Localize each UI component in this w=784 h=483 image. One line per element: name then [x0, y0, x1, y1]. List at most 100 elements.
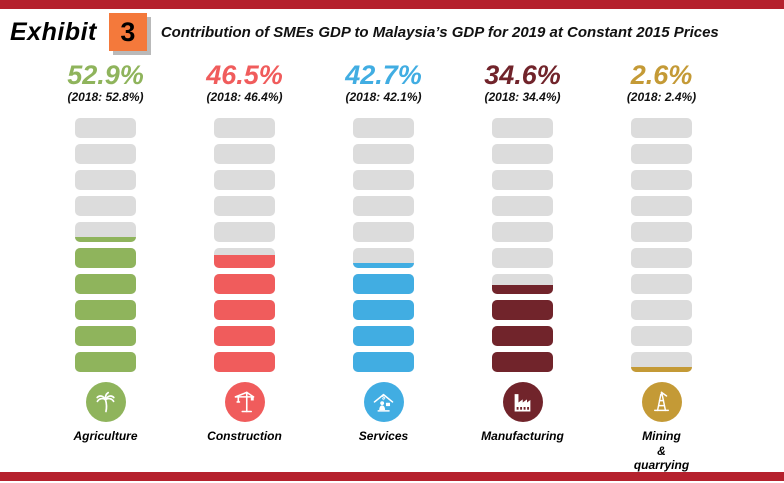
bar-segment-fill: [353, 262, 414, 269]
category-label: Mining & quarrying: [633, 429, 690, 473]
bar-segment-fill: [492, 300, 553, 321]
bar-segment: [353, 144, 414, 165]
bar-segment: [492, 326, 553, 347]
exhibit-number-badge: 3: [108, 13, 147, 51]
value-2018-note: (2018: 46.4%): [206, 90, 283, 105]
bar-segment: [214, 300, 275, 321]
bar-segment-fill: [492, 326, 553, 347]
battery-bar: [214, 118, 275, 373]
category-column-construction: 46.5% (2018: 46.4%) Construction: [175, 61, 314, 473]
chart-title: Contribution of SMEs GDP to Malaysia’s G…: [160, 23, 719, 41]
bar-segment: [214, 222, 275, 243]
battery-bar: [353, 118, 414, 373]
bar-segment: [75, 300, 136, 321]
bar-segment: [353, 170, 414, 191]
bar-segment: [631, 300, 692, 321]
bar-segment-fill: [75, 248, 136, 269]
bar-segment: [631, 170, 692, 191]
bar-segment-fill: [492, 352, 553, 373]
bar-segment: [75, 118, 136, 139]
bar-segment: [75, 274, 136, 295]
bar-segment-fill: [353, 274, 414, 295]
bar-segment: [492, 170, 553, 191]
value-2018-note: (2018: 52.8%): [67, 90, 144, 105]
value-2018-note: (2018: 34.4%): [484, 90, 561, 105]
svg-text:$: $: [382, 395, 386, 401]
bar-segment: [75, 326, 136, 347]
bar-segment: [214, 196, 275, 217]
bar-segment: [492, 248, 553, 269]
bar-segment-fill: [75, 236, 136, 243]
bar-segment-fill: [214, 300, 275, 321]
bar-segment: [492, 222, 553, 243]
bar-segment-fill: [214, 274, 275, 295]
category-label: Construction: [207, 429, 282, 444]
bar-segment: [353, 196, 414, 217]
bar-segment: [214, 326, 275, 347]
bar-segment: [631, 196, 692, 217]
bar-segment: [353, 300, 414, 321]
category-column-services: 42.7% (2018: 42.1%) $ Services: [314, 61, 453, 473]
bar-segment-fill: [353, 326, 414, 347]
bar-segment: [631, 274, 692, 295]
header: Exhibit 3 Contribution of SMEs GDP to Ma…: [10, 13, 719, 51]
value-2018-note: (2018: 42.1%): [345, 90, 422, 105]
bar-segment: [353, 352, 414, 373]
palm-tree-icon: [85, 382, 126, 423]
bar-segment-fill: [75, 326, 136, 347]
bar-segment: [492, 196, 553, 217]
category-label: Manufacturing: [481, 429, 564, 444]
top-border-bar: [0, 0, 784, 9]
bar-segment: [492, 118, 553, 139]
bar-segment: [75, 170, 136, 191]
bar-segment: [75, 196, 136, 217]
bar-segment: [214, 170, 275, 191]
bar-segment-fill: [214, 352, 275, 373]
bar-segment: [631, 352, 692, 373]
value-2019: 46.5%: [206, 60, 283, 90]
oil-derrick-icon: [641, 382, 682, 423]
bar-segment-fill: [75, 352, 136, 373]
bar-segment-fill: [631, 367, 692, 373]
bottom-border-bar: [0, 472, 784, 481]
category-label: Agriculture: [73, 429, 138, 444]
bar-segment-fill: [214, 255, 275, 269]
bar-segment-fill: [214, 326, 275, 347]
category-column-mining: 2.6% (2018: 2.4%) Mining & quarrying: [592, 61, 731, 473]
bar-segment: [214, 274, 275, 295]
bar-segment: [631, 144, 692, 165]
bar-segment-fill: [353, 352, 414, 373]
bar-segment: [631, 248, 692, 269]
bar-segment: [214, 118, 275, 139]
chart-columns: 52.9% (2018: 52.8%) Agriculture 46.5% (2…: [36, 61, 731, 473]
bar-segment: [631, 118, 692, 139]
bar-segment-fill: [75, 300, 136, 321]
bar-segment: [353, 222, 414, 243]
bar-segment: [353, 248, 414, 269]
value-2018-note: (2018: 2.4%): [626, 90, 697, 105]
category-column-agriculture: 52.9% (2018: 52.8%) Agriculture: [36, 61, 175, 473]
bar-segment: [214, 248, 275, 269]
bar-segment: [214, 144, 275, 165]
bar-segment: [631, 222, 692, 243]
bar-segment: [353, 326, 414, 347]
battery-bar: [492, 118, 553, 373]
crane-icon: [224, 382, 265, 423]
bar-segment: [492, 144, 553, 165]
bar-segment: [214, 352, 275, 373]
bar-segment: [353, 118, 414, 139]
category-column-manufacturing: 34.6% (2018: 34.4%) Manufacturing: [453, 61, 592, 473]
factory-icon: [502, 382, 543, 423]
bar-segment: [492, 274, 553, 295]
bar-segment-fill: [75, 274, 136, 295]
exhibit-label: Exhibit: [10, 17, 97, 46]
bar-segment: [75, 222, 136, 243]
bar-segment: [75, 248, 136, 269]
bar-segment: [492, 300, 553, 321]
value-2019: 52.9%: [67, 60, 144, 90]
bar-segment-fill: [353, 300, 414, 321]
battery-bar: [631, 118, 692, 373]
bar-segment: [353, 274, 414, 295]
bar-segment: [75, 144, 136, 165]
